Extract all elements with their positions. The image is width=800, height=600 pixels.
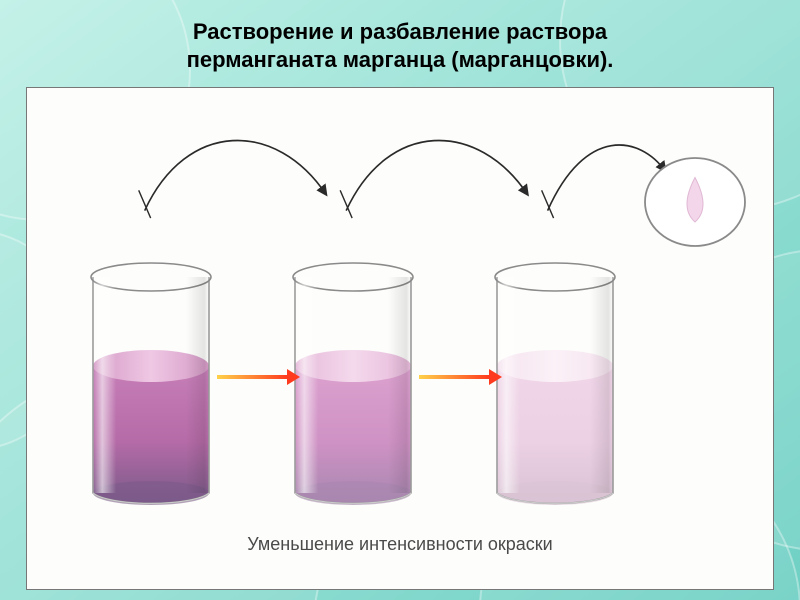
title-line1: Растворение и разбавление раствора: [193, 19, 607, 44]
gradient-arrow-2: [419, 368, 503, 391]
slide: Растворение и разбавление раствора перман…: [0, 0, 800, 600]
gradient-arrow-1: [217, 368, 301, 391]
figure-caption: Уменьшение интенсивности окраски: [27, 534, 773, 555]
beaker-3: [491, 261, 619, 511]
beaker-2: [289, 261, 417, 511]
beaker-1: [87, 261, 215, 511]
title-line2: перманганата марганца (марганцовки).: [187, 47, 614, 72]
drop-callout: [643, 150, 747, 259]
figure-box: Уменьшение интенсивности окраски: [26, 87, 774, 590]
page-title: Растворение и разбавление раствора перман…: [26, 18, 774, 73]
